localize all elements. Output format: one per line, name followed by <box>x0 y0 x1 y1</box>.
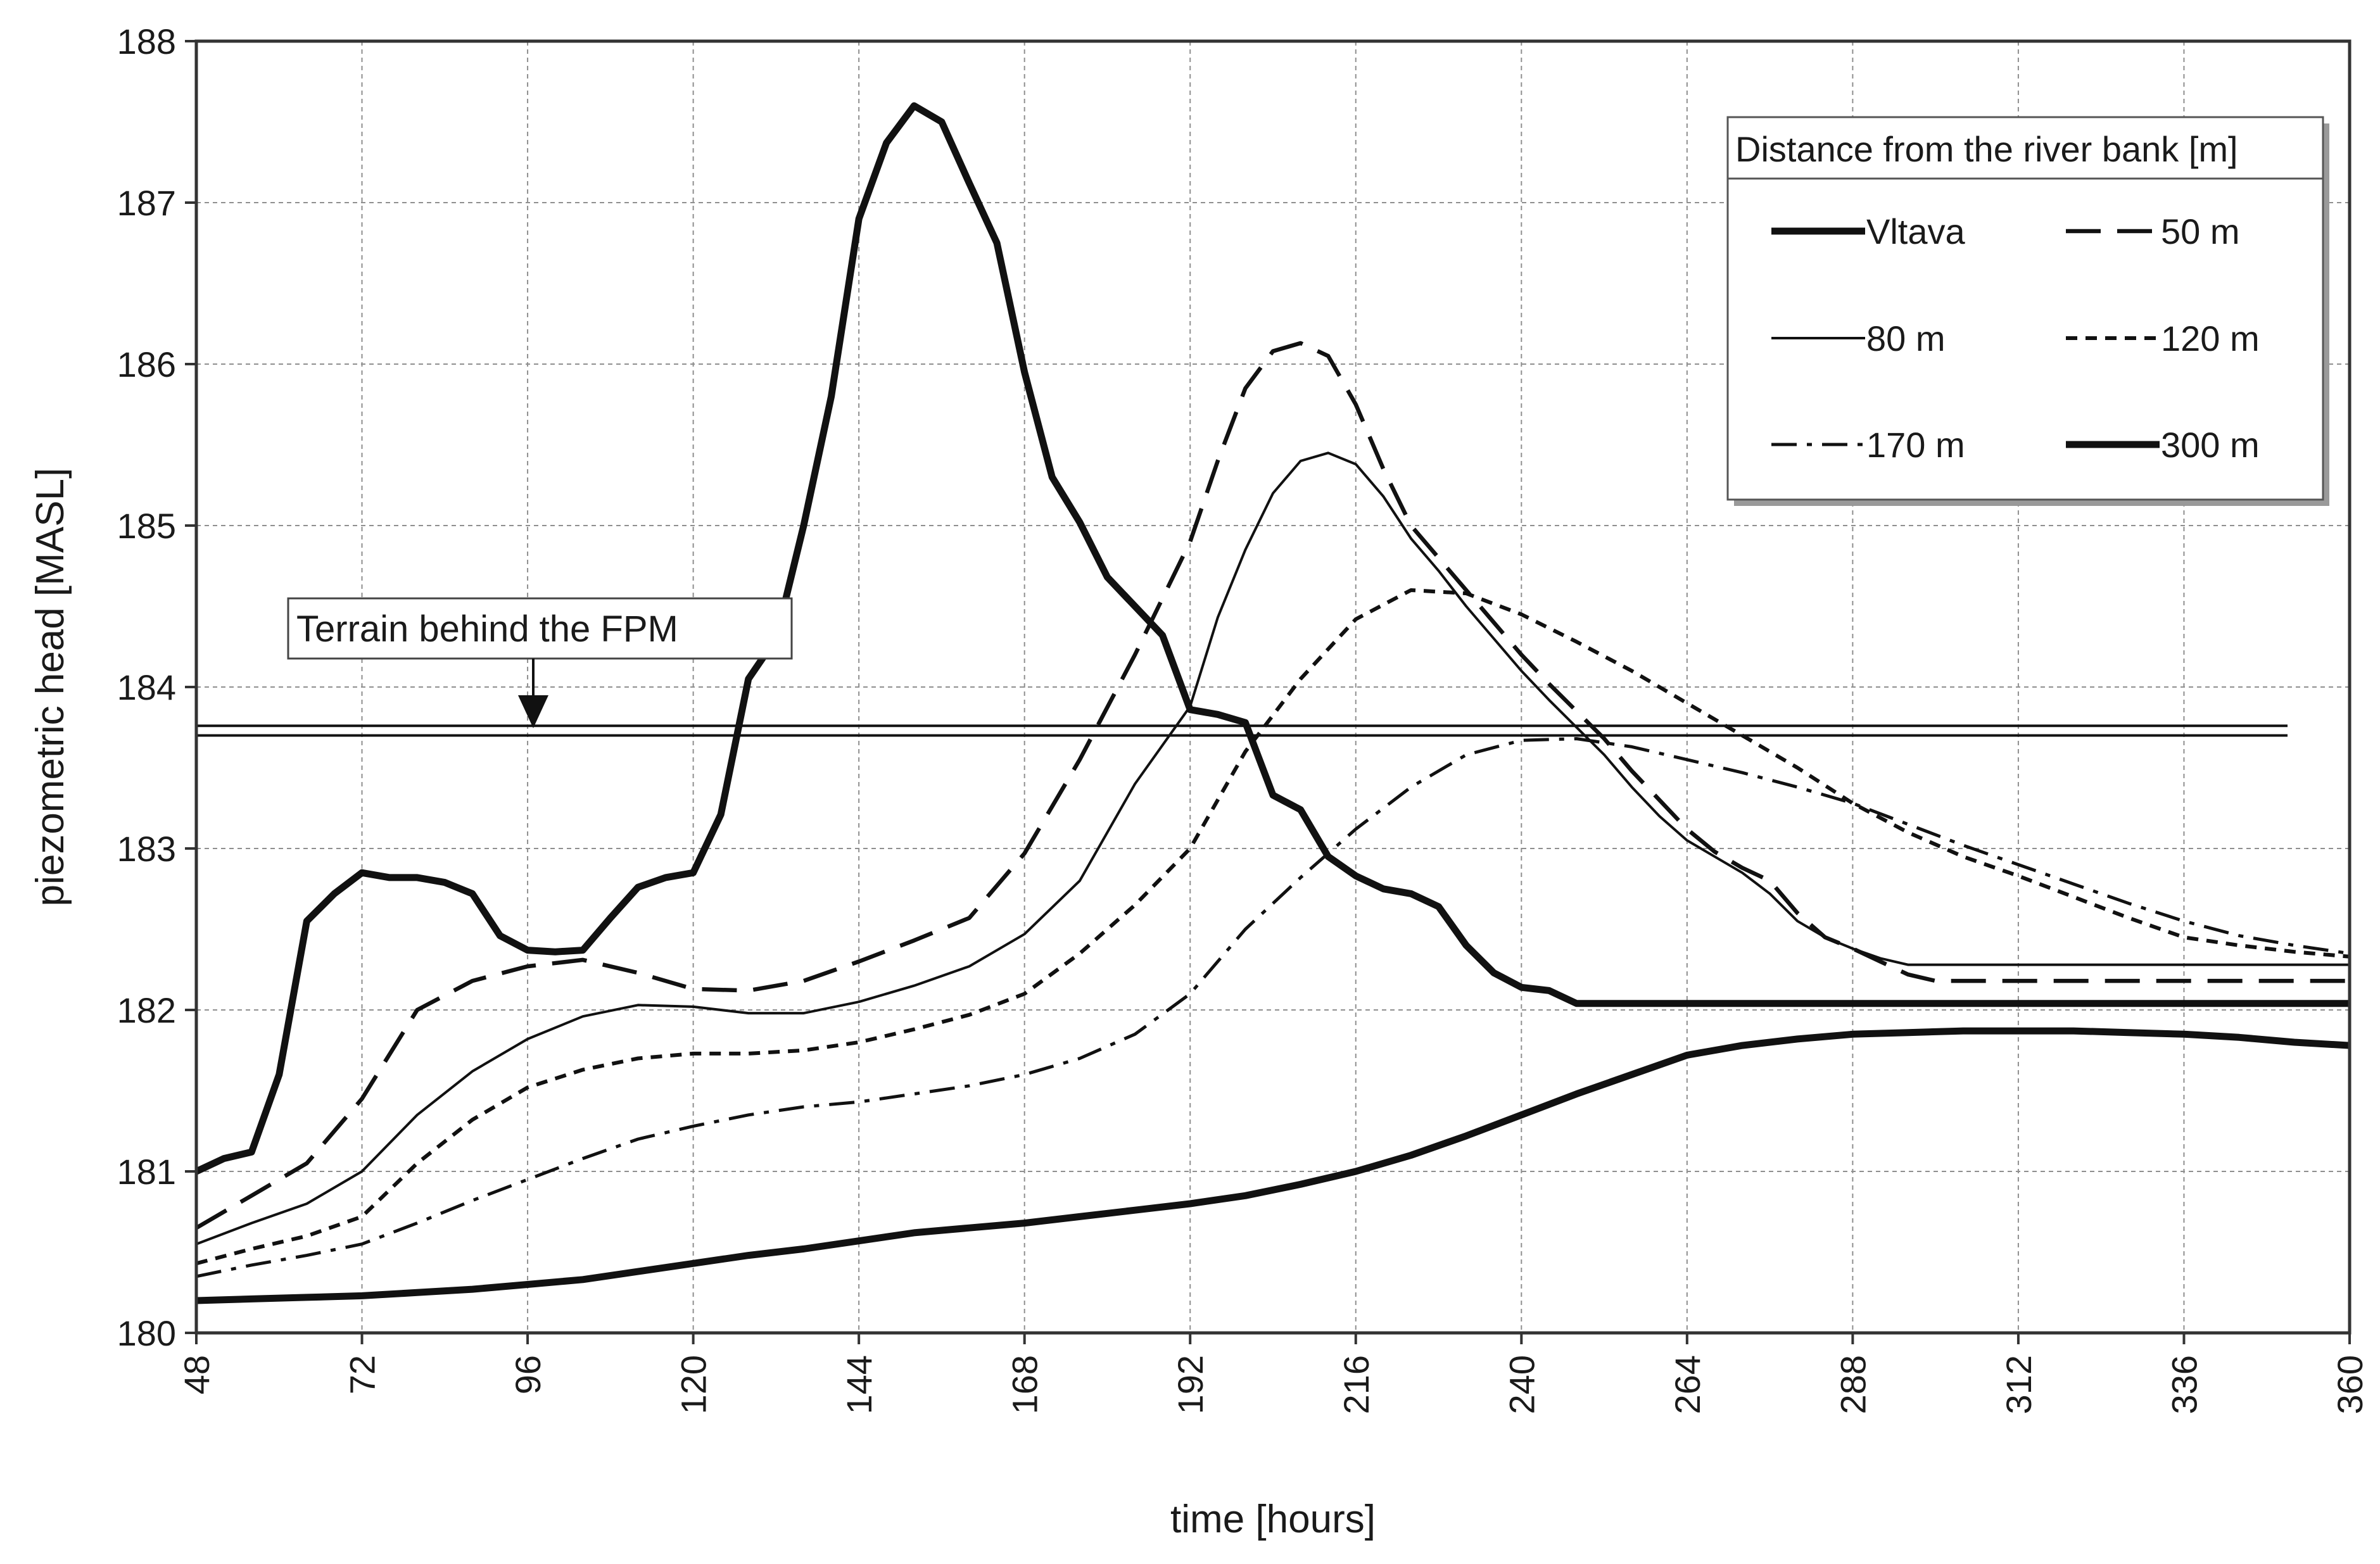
legend-label: 120 m <box>2161 318 2260 358</box>
series-line-50-m <box>195 341 2350 1230</box>
x-tick-label: 216 <box>1336 1355 1376 1414</box>
x-tick-label: 96 <box>508 1355 548 1394</box>
y-tick-label: 182 <box>117 990 176 1030</box>
series-layer <box>194 102 2350 1304</box>
x-tick-label: 72 <box>343 1355 383 1394</box>
y-tick-label: 184 <box>117 667 176 707</box>
series-line-300-m <box>196 1027 2350 1304</box>
x-tick-label: 240 <box>1502 1355 1541 1414</box>
legend-label: 80 m <box>1866 318 1946 358</box>
x-tick-label: 360 <box>2330 1355 2370 1414</box>
legend-box <box>1726 116 2324 501</box>
y-tick-label: 187 <box>117 183 176 223</box>
y-tick-label: 188 <box>117 22 176 61</box>
tick-layer: 48 72 96 120 144 168 192 216 240 264 288 312 336 360 1… <box>117 22 2370 1414</box>
x-tick-label: 168 <box>1005 1355 1045 1414</box>
legend-label: Vltava <box>1866 211 1965 251</box>
series-line-80-m <box>196 451 2350 1246</box>
x-tick-label: 120 <box>674 1355 714 1414</box>
x-tick-label: 48 <box>177 1355 217 1394</box>
terrain-annotation-box <box>287 597 793 660</box>
legend: Distance from the river bank [m] Vltava 5… <box>1726 116 2329 506</box>
x-tick-label: 288 <box>1833 1355 1873 1414</box>
reference-lines-layer <box>196 724 2288 737</box>
legend-label: 50 m <box>2161 211 2240 251</box>
y-tick-label: 185 <box>117 506 176 546</box>
legend-title: Distance from the river bank [m] <box>1735 129 2238 169</box>
terrain-annotation-arrow-head <box>518 695 548 728</box>
series-line-170-m <box>196 737 2350 1278</box>
x-tick-label: 144 <box>839 1355 879 1414</box>
legend-title-box <box>1726 116 2324 180</box>
legend-label: 300 m <box>2161 425 2260 465</box>
y-tick-label: 181 <box>117 1152 176 1192</box>
x-tick-label: 192 <box>1170 1355 1210 1414</box>
y-tick-label: 186 <box>117 344 176 384</box>
y-tick-label: 183 <box>117 829 176 869</box>
x-tick-label: 264 <box>1668 1355 1707 1414</box>
x-tick-label: 336 <box>2164 1355 2204 1414</box>
series-line-vltava <box>194 102 2350 1175</box>
x-tick-label: 312 <box>1999 1355 2039 1414</box>
legend-label: 170 m <box>1866 425 1965 465</box>
terrain-annotation-label: Terrain behind the FPM <box>296 609 678 650</box>
x-axis-title: time [hours] <box>1170 1498 1376 1541</box>
terrain-annotation: Terrain behind the FPM <box>287 597 793 728</box>
y-axis-title: piezometric head [MASL] <box>28 468 72 907</box>
series-line-120-m <box>196 588 2350 1266</box>
y-tick-label: 180 <box>117 1313 176 1353</box>
legend-items: Vltava 50 m 80 m 120 m 170 m 300 m <box>1771 211 2260 465</box>
